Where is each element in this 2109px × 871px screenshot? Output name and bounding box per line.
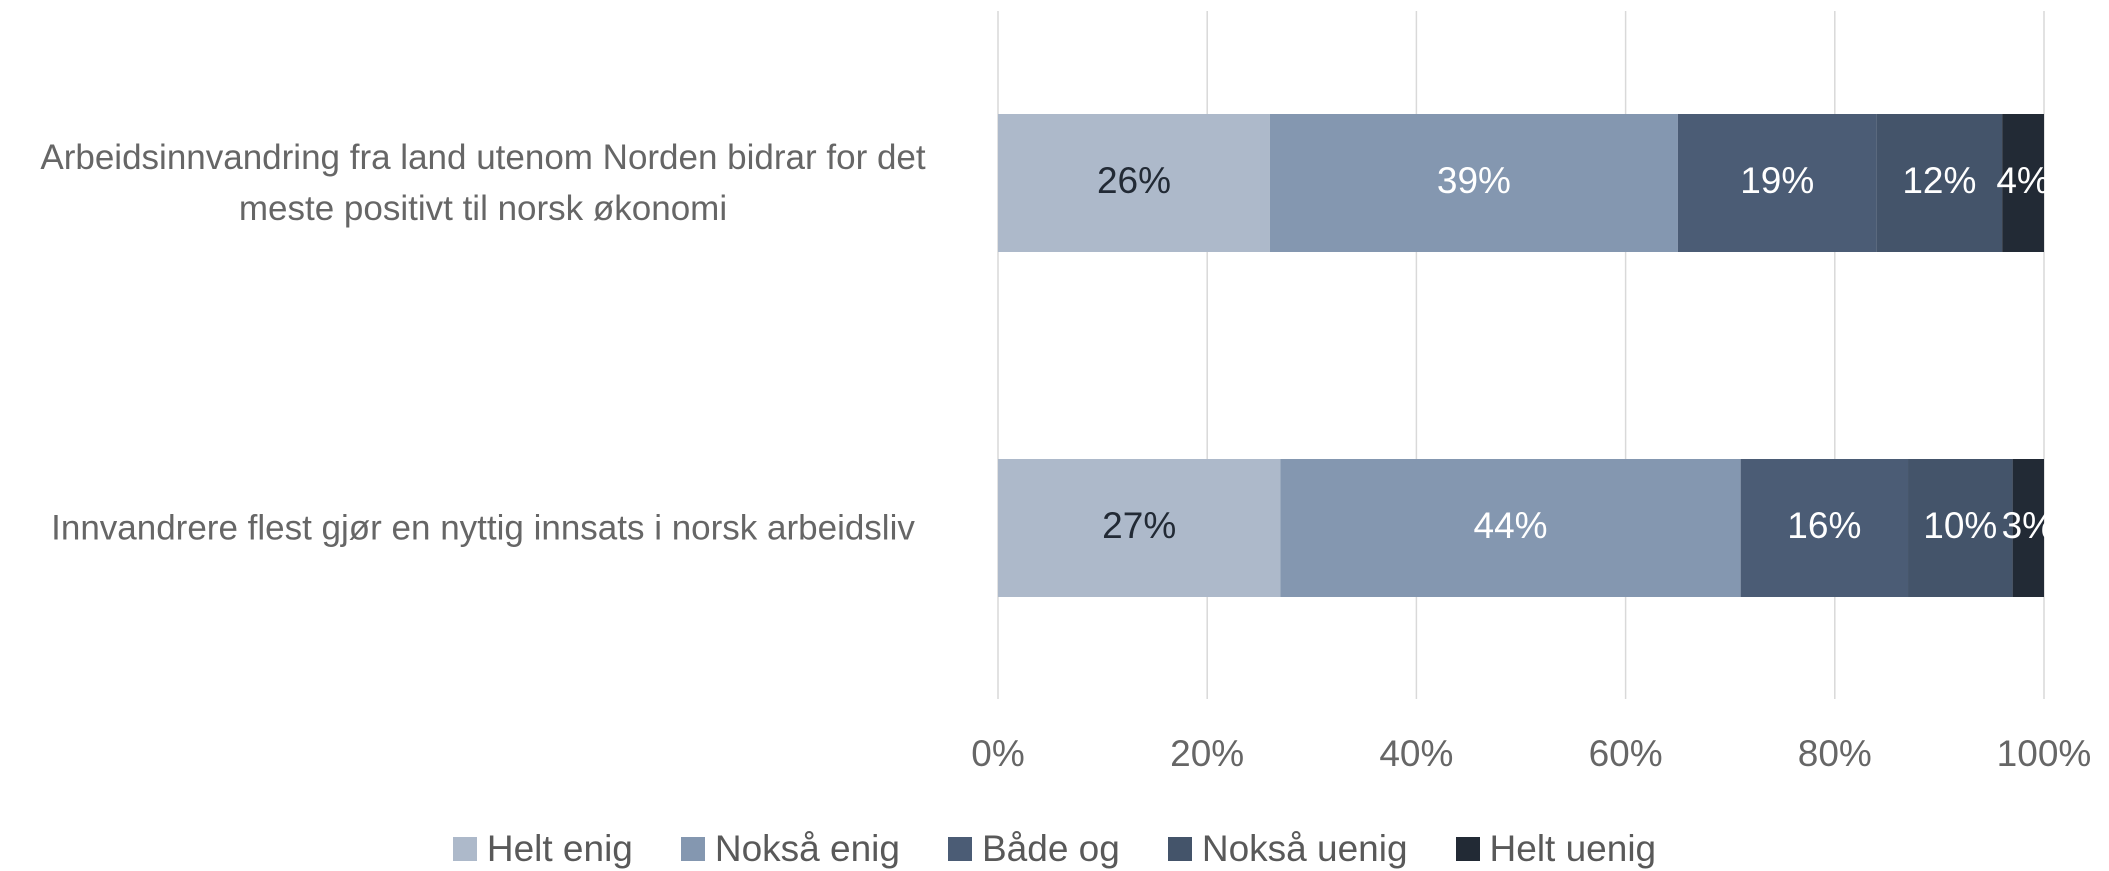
bar-segment: [1677, 114, 1877, 252]
legend-swatch: [1455, 837, 1480, 861]
legend-item: Helt enig: [452, 828, 633, 870]
legend-swatch: [452, 837, 477, 861]
data-label: 16%: [1787, 505, 1861, 546]
legend-swatch: [947, 837, 972, 861]
bar-segment: [2002, 114, 2044, 252]
legend-label: Nokså enig: [714, 828, 900, 869]
bar-segment: [1269, 114, 1678, 252]
legend-label: Både og: [981, 828, 1120, 869]
data-label: 44%: [1474, 505, 1548, 546]
legend-swatch: [1167, 837, 1192, 861]
legend-swatch: [680, 837, 705, 861]
category-label: Innvandrere flest gjør en nyttig innsats…: [51, 508, 915, 548]
legend-item: Helt uenig: [1455, 828, 1657, 870]
x-tick-label: 60%: [1589, 733, 1663, 774]
legend-label: Helt enig: [486, 828, 633, 869]
legend-item: Nokså enig: [680, 828, 900, 870]
legend-label: Nokså uenig: [1201, 828, 1408, 869]
bar-segment: [1280, 459, 1741, 597]
legend-item: Nokså uenig: [1167, 828, 1408, 870]
x-tick-label: 0%: [971, 733, 1024, 774]
data-label: 3%: [2002, 505, 2055, 546]
x-tick-label: 80%: [1798, 733, 1872, 774]
data-label: 12%: [1902, 160, 1976, 201]
bar-segment: [2012, 459, 2044, 597]
x-tick-label: 100%: [1997, 733, 2092, 774]
x-tick-label: 20%: [1170, 733, 1244, 774]
data-label: 4%: [1996, 160, 2049, 201]
data-label: 27%: [1102, 505, 1176, 546]
legend-label: Helt uenig: [1489, 828, 1657, 869]
bar-segment: [998, 459, 1281, 597]
legend-item: Både og: [947, 828, 1120, 870]
legend: Helt enig Nokså enig Både og Nokså uenig Hel…: [0, 828, 2109, 870]
data-label: 26%: [1097, 160, 1171, 201]
data-label: 39%: [1437, 160, 1511, 201]
x-tick-label: 40%: [1379, 733, 1453, 774]
bar-segment: [1740, 459, 1909, 597]
data-label: 10%: [1923, 505, 1997, 546]
bar-segment: [1908, 459, 2013, 597]
bar-segment: [1876, 114, 2003, 252]
bar-segment: [998, 114, 1270, 252]
category-label: Arbeidsinnvandring fra land utenom Norde…: [40, 138, 926, 228]
data-label: 19%: [1740, 160, 1814, 201]
